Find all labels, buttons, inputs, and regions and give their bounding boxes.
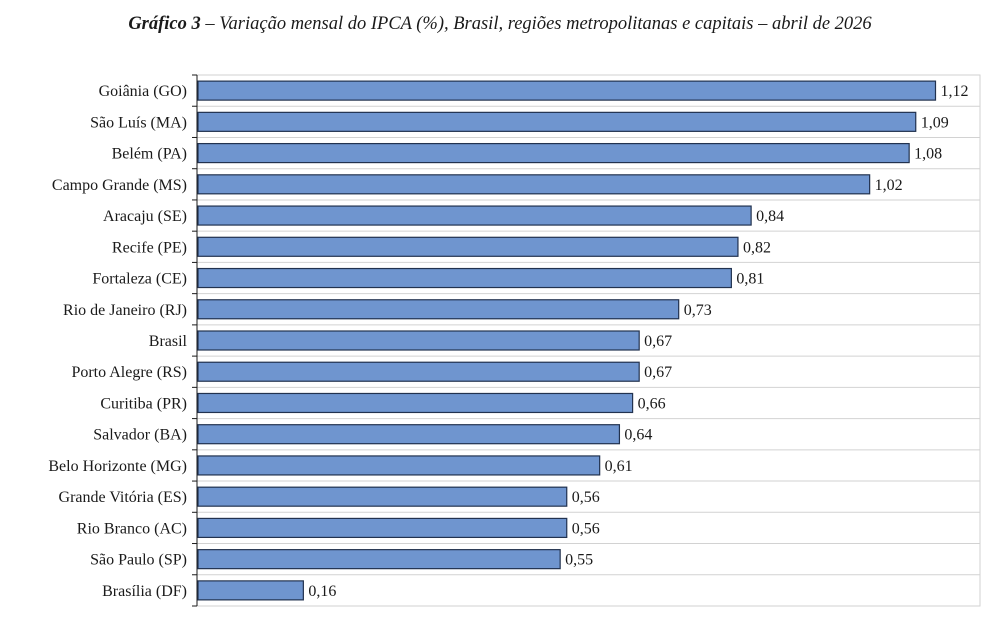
- category-label: São Luís (MA): [90, 114, 187, 131]
- data-label: 0,64: [624, 427, 652, 444]
- chart-title-lead: Gráfico 3: [128, 14, 201, 34]
- category-label: Grande Vitória (ES): [59, 489, 187, 506]
- bar: [197, 236, 739, 257]
- bar: [197, 424, 621, 445]
- category-label: Campo Grande (MS): [52, 177, 187, 194]
- bar: [197, 174, 871, 195]
- bar: [197, 267, 732, 289]
- data-label: 0,56: [572, 489, 600, 506]
- bar: [197, 361, 640, 382]
- bar: [197, 549, 561, 570]
- category-label: Rio de Janeiro (RJ): [63, 302, 187, 319]
- bar: [197, 580, 304, 601]
- category-label: Rio Branco (AC): [77, 520, 187, 537]
- data-label: 1,09: [921, 114, 949, 131]
- category-label: Brasília (DF): [102, 583, 187, 600]
- category-label: Fortaleza (CE): [92, 271, 187, 288]
- data-label: 0,82: [743, 239, 771, 256]
- bar: [197, 299, 680, 320]
- data-label: 0,61: [605, 458, 633, 475]
- chart-title: Gráfico 3 – Variação mensal do IPCA (%),…: [0, 14, 1000, 35]
- bar: [197, 330, 640, 351]
- category-label: Aracaju (SE): [103, 208, 187, 225]
- bar: [197, 455, 601, 476]
- data-label: 0,84: [756, 208, 784, 225]
- bar: [197, 111, 917, 132]
- bar: [197, 205, 752, 226]
- data-label: 0,55: [565, 552, 593, 569]
- data-label: 1,12: [941, 83, 969, 100]
- data-label: 0,56: [572, 520, 600, 537]
- chart-title-text: Variação mensal do IPCA (%), Brasil, reg…: [219, 14, 872, 34]
- category-label: Goiânia (GO): [99, 83, 187, 100]
- chart-title-dash: –: [200, 14, 220, 34]
- bar: [197, 517, 568, 539]
- bar: [197, 142, 910, 164]
- data-label: 1,02: [875, 177, 903, 194]
- category-label: Brasil: [149, 333, 188, 350]
- data-label: 0,67: [644, 333, 672, 350]
- bar: [197, 486, 568, 507]
- data-label: 0,73: [684, 302, 712, 319]
- data-label: 0,81: [736, 271, 764, 288]
- data-label: 1,08: [914, 146, 942, 163]
- category-label: Belo Horizonte (MG): [48, 458, 187, 475]
- category-label: Salvador (BA): [93, 427, 187, 444]
- bar: [197, 392, 634, 414]
- data-label: 0,16: [308, 583, 336, 600]
- category-label: São Paulo (SP): [90, 552, 187, 569]
- data-label: 0,67: [644, 364, 672, 381]
- bar: [197, 80, 937, 101]
- data-label: 0,66: [638, 395, 666, 412]
- category-label: Porto Alegre (RS): [71, 364, 187, 381]
- category-label: Belém (PA): [112, 146, 187, 163]
- category-label: Curitiba (PR): [100, 395, 187, 412]
- category-label: Recife (PE): [112, 239, 187, 256]
